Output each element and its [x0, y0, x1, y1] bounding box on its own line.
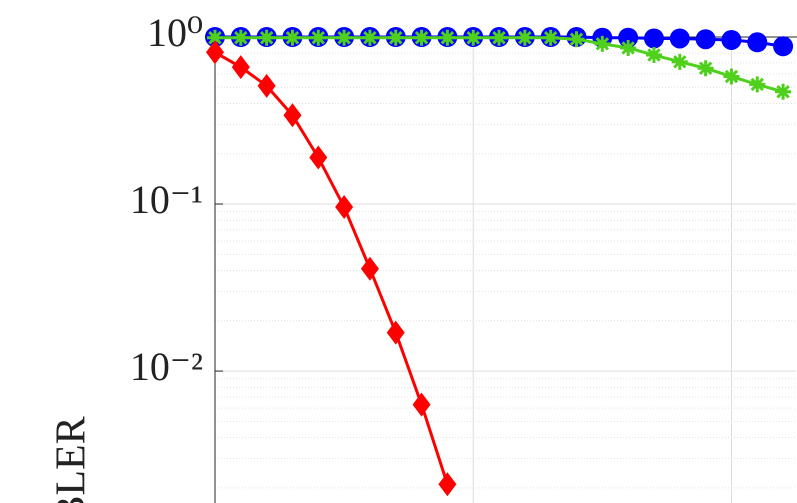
marker [258, 29, 275, 46]
marker [723, 68, 740, 85]
marker [412, 392, 431, 417]
marker [284, 29, 301, 46]
marker [361, 29, 378, 46]
marker [309, 145, 328, 170]
marker [671, 53, 688, 70]
marker [232, 29, 249, 46]
marker [773, 36, 794, 57]
marker [231, 55, 250, 80]
marker [542, 29, 559, 46]
marker [775, 83, 792, 100]
y-tick-label: 10⁰ [147, 10, 203, 55]
marker [721, 29, 742, 50]
series-line [214, 50, 449, 485]
y-tick-label: 10⁻¹ [130, 177, 203, 222]
marker [438, 472, 457, 497]
marker [257, 73, 276, 98]
marker [386, 320, 405, 345]
marker [697, 60, 714, 77]
marker [335, 194, 354, 219]
y-axis-label: BLER [49, 416, 95, 503]
marker [695, 29, 716, 50]
marker [516, 29, 533, 46]
marker [568, 31, 585, 48]
marker [465, 29, 482, 46]
marker [594, 35, 611, 52]
y-tick-label: 10⁻² [130, 344, 203, 389]
marker [206, 40, 224, 65]
marker [749, 76, 766, 93]
marker [207, 29, 223, 46]
marker [439, 29, 456, 46]
marker [645, 47, 662, 64]
marker [413, 29, 430, 46]
marker [491, 29, 508, 46]
marker [310, 29, 327, 46]
marker [747, 32, 768, 53]
marker [336, 29, 353, 46]
marker [643, 28, 664, 49]
marker [387, 29, 404, 46]
marker [620, 39, 637, 56]
marker [669, 28, 690, 49]
marker [283, 103, 302, 128]
marker [360, 256, 379, 281]
